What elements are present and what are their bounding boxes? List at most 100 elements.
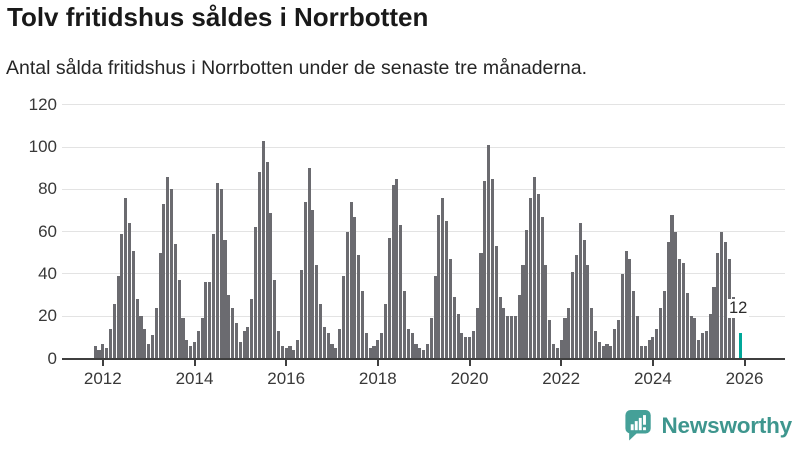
y-gridline (62, 231, 785, 233)
bar (544, 265, 548, 359)
x-axis-tick (651, 359, 654, 366)
bar (452, 297, 456, 359)
bar (215, 182, 219, 359)
bar (483, 180, 487, 359)
bar (124, 197, 128, 359)
bar (532, 176, 536, 359)
bar (425, 343, 430, 359)
bar (361, 290, 365, 359)
bar (582, 240, 586, 359)
bar (284, 347, 288, 359)
bar (326, 333, 330, 359)
bar (490, 178, 494, 359)
x-axis-tick (101, 359, 104, 366)
y-gridline (62, 188, 785, 190)
bar (288, 345, 292, 359)
y-axis-tick-label: 40 (38, 263, 57, 283)
bar (196, 331, 200, 359)
bar (185, 339, 189, 359)
chart-subtitle: Antal sålda fritidshus i Norrbotten unde… (6, 57, 588, 79)
bar (632, 290, 636, 359)
bar (620, 273, 624, 359)
bar (273, 280, 277, 359)
bar (613, 328, 617, 359)
bar (261, 140, 265, 359)
bar (662, 290, 666, 359)
bar (460, 333, 464, 359)
bar (353, 216, 357, 359)
bar (345, 231, 349, 359)
bar (563, 318, 567, 359)
bar (368, 347, 372, 359)
bar (720, 231, 724, 359)
highlight-bar (739, 333, 743, 359)
bar (410, 333, 414, 359)
bar (651, 337, 655, 359)
y-gridline (62, 146, 785, 148)
bar (150, 335, 154, 359)
bar (494, 246, 498, 359)
bar (529, 197, 533, 359)
bar (552, 343, 556, 359)
y-gridline (62, 315, 785, 317)
bar (414, 343, 418, 359)
bar (257, 172, 261, 359)
bar (433, 276, 437, 359)
bar (571, 271, 575, 359)
bar (127, 223, 132, 359)
bar (605, 343, 609, 359)
y-axis-tick-label: 80 (38, 179, 57, 199)
bar (200, 318, 204, 359)
bar (322, 326, 326, 359)
bar (448, 259, 452, 359)
bar (246, 326, 250, 359)
bar (280, 345, 284, 359)
bar (540, 216, 544, 359)
bar (693, 318, 697, 359)
last-value-annotation: 12 (727, 299, 750, 318)
bar (445, 221, 449, 359)
bar (525, 229, 529, 359)
y-gridline (62, 104, 785, 106)
bar (307, 168, 311, 359)
bar (158, 252, 162, 359)
bar (223, 240, 227, 359)
bar (578, 223, 582, 359)
bar (383, 303, 387, 359)
bar (475, 307, 479, 359)
bar (139, 316, 143, 359)
bar (597, 341, 601, 359)
bar (487, 144, 491, 359)
x-axis-tick-label: 2014 (175, 369, 214, 388)
bar (330, 343, 334, 359)
bar (594, 331, 598, 359)
bar (131, 250, 135, 359)
bar (513, 316, 517, 359)
bar (479, 252, 483, 359)
bar (192, 341, 196, 359)
bar (364, 333, 368, 359)
bar (685, 292, 689, 359)
bar (166, 176, 170, 359)
bar (624, 250, 628, 359)
bar (712, 286, 716, 359)
bar (658, 307, 663, 359)
bar (574, 254, 578, 359)
bar (238, 341, 242, 359)
bar (242, 331, 246, 359)
bar (636, 316, 640, 359)
bar (112, 303, 116, 359)
bar (674, 231, 678, 359)
bar (601, 345, 605, 359)
bar (441, 197, 445, 359)
bar (555, 347, 559, 359)
bar (315, 265, 319, 359)
bar (464, 337, 468, 359)
bar (429, 318, 433, 359)
bar (666, 242, 670, 359)
bar (105, 347, 109, 359)
bar (655, 328, 659, 359)
bar (177, 280, 181, 359)
x-axis-tick (285, 359, 288, 366)
